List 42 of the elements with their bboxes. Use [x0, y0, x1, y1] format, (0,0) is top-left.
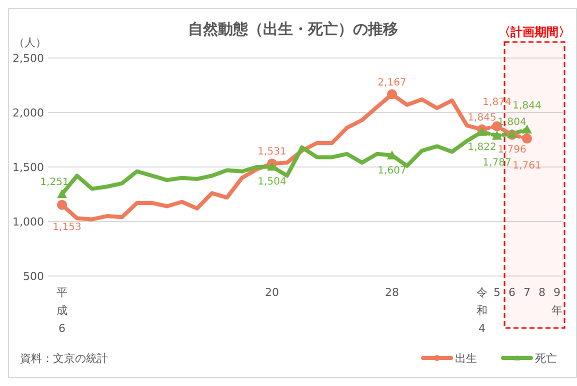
point — [522, 124, 532, 134]
data-label: 1,761 — [512, 160, 542, 172]
data-label: 1,504 — [258, 176, 286, 188]
x-tick-label: 5 — [494, 286, 500, 299]
point — [492, 130, 502, 140]
x-tick-label: 7 — [524, 286, 530, 299]
point — [522, 134, 532, 144]
point — [57, 189, 67, 198]
x-axis-title: 年 — [552, 304, 562, 317]
data-label: 2,167 — [378, 77, 406, 88]
text: 資料：文京の統計 — [20, 352, 108, 365]
y-axis-title: （人） — [14, 36, 46, 49]
data-label: 1,153 — [52, 222, 82, 233]
data-label: 1,822 — [468, 142, 496, 153]
x-tick-label: 平成6 — [56, 286, 68, 335]
chart-title: 自然動態（出生・死亡）の推移 — [188, 20, 398, 38]
legend-label: 死亡 — [535, 352, 557, 365]
x-tick-label: 28 — [385, 286, 399, 299]
data-label: 1,804 — [498, 116, 526, 128]
point — [477, 126, 487, 136]
y-tick-label: 500 — [23, 270, 44, 283]
y-tick-label: 1,500 — [12, 161, 44, 174]
data-label: 1,874 — [482, 97, 512, 108]
data-label: 1,845 — [468, 112, 496, 124]
data-label: 1,796 — [498, 144, 526, 156]
band-label: 〈計画期間〉 — [498, 25, 570, 39]
point — [387, 89, 397, 100]
x-tick-label: 6 — [508, 286, 516, 299]
data-label: 1,844 — [512, 100, 542, 112]
y-tick-label: 2,000 — [12, 106, 44, 120]
data-label: 1,531 — [258, 146, 286, 158]
x-tick-label: 8 — [538, 286, 546, 299]
point — [267, 162, 277, 171]
y-tick-label: 1,000 — [12, 216, 44, 228]
point — [57, 200, 67, 210]
data-label: 1,251 — [40, 177, 69, 188]
x-tick-label: 9 — [554, 286, 560, 299]
data-label: 1,607 — [378, 165, 406, 176]
x-tick-label: 令和4 — [476, 286, 488, 335]
legend-label: 出生 — [455, 352, 477, 365]
x-tick-label: 20 — [265, 286, 279, 299]
y-tick-label: 2,500 — [12, 52, 44, 65]
